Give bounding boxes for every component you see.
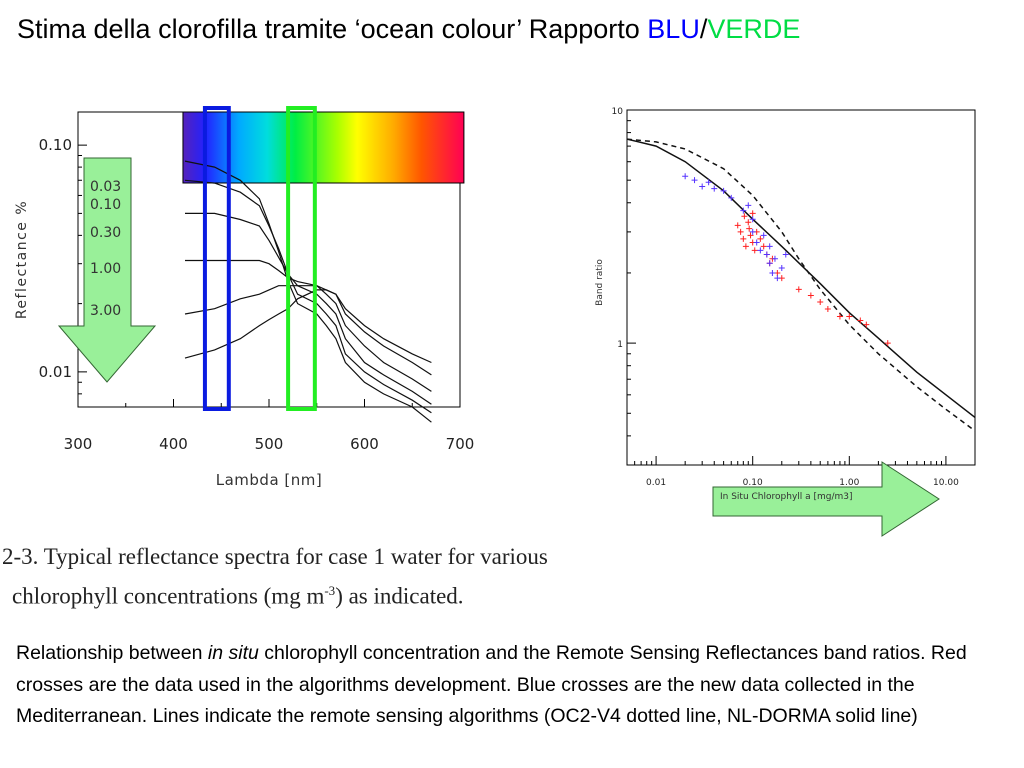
caption-line-2: chlorophyll concentrations (mg m-3) as i… <box>2 574 548 614</box>
data-point-cross <box>757 247 764 254</box>
x-tick-label: 1.00 <box>839 478 859 488</box>
y-axis-label: Band ratio <box>595 259 605 306</box>
x-tick-label: 500 <box>255 435 284 453</box>
data-point-cross <box>742 243 749 250</box>
data-point-cross <box>749 210 756 217</box>
y-tick-label: 10 <box>612 107 624 117</box>
spectrum-curve <box>184 179 432 414</box>
band-ratio-chart: 0.01 0.10 1.00 10.00 10 1 Band ratio In Situ Ch… <box>595 107 976 537</box>
data-point-cross <box>699 183 706 190</box>
reflectance-spectra-chart: 300 400 500 600 700 0.10 0.01 Lambda [nm] Reflec… <box>14 106 475 489</box>
data-point-cross <box>774 275 781 282</box>
slide-title: Stima della clorofilla tramite ‘ocean co… <box>17 14 800 45</box>
data-point-cross <box>807 292 814 299</box>
data-point-cross <box>740 235 747 242</box>
data-point-cross <box>760 243 767 250</box>
spectrum-curve <box>185 259 432 392</box>
x-tick-label: 0.10 <box>743 478 763 488</box>
title-separator: / <box>699 14 708 44</box>
data-point-cross <box>857 317 864 324</box>
caption-line-2-b: ) as indicated. <box>335 583 464 609</box>
data-point-cross <box>782 251 789 258</box>
data-point-cross <box>741 213 748 220</box>
description-part-2: chlorophyll concentration and the Remote… <box>16 642 967 727</box>
concentration-label: 0.30 <box>90 225 121 241</box>
data-point-cross <box>682 173 689 180</box>
concentration-label: 1.00 <box>90 261 121 277</box>
data-point-cross <box>749 216 756 223</box>
data-point-cross <box>705 179 712 186</box>
data-point-cross <box>711 185 718 192</box>
data-point-cross <box>863 321 870 328</box>
data-point-cross <box>728 194 735 201</box>
data-point-cross <box>760 232 767 239</box>
data-point-cross <box>766 260 773 267</box>
plot-frame <box>626 109 976 466</box>
data-point-cross <box>771 255 778 262</box>
x-tick-label: 600 <box>350 435 379 453</box>
data-point-cross <box>769 269 776 276</box>
spectrum-curve <box>184 285 432 376</box>
spectrum-curve <box>184 160 432 423</box>
data-point-cross <box>691 177 698 184</box>
concentration-label: 0.10 <box>90 197 121 213</box>
x-axis-label: Lambda [nm] <box>216 471 323 489</box>
title-green-word: VERDE <box>707 14 801 44</box>
data-point-cross <box>740 207 747 214</box>
x-tick-label: 0.01 <box>646 478 666 488</box>
data-point-cross <box>795 286 802 293</box>
data-point-cross <box>737 228 744 235</box>
data-point-cross <box>745 202 752 209</box>
description-part-1: Relationship between <box>16 642 208 664</box>
data-point-cross <box>817 299 824 306</box>
spectrum-curve <box>184 289 432 364</box>
green-band-box <box>286 106 317 411</box>
data-point-cross <box>846 313 853 320</box>
data-point-cross <box>824 306 831 313</box>
data-point-cross <box>778 264 785 271</box>
figure-caption: 2-3. Typical reflectance spectra for cas… <box>2 540 548 614</box>
caption-line-2-a: chlorophyll concentrations (mg m <box>12 583 325 609</box>
x-tick-label: 700 <box>446 435 475 453</box>
y-tick-label: 0.10 <box>39 136 72 154</box>
description-paragraph: Relationship between in situ chlorophyll… <box>16 638 1016 733</box>
x-tick-label: 10.00 <box>933 478 959 488</box>
x-tick-label: 400 <box>159 435 188 453</box>
x-axis-label: In Situ Chlorophyll a [mg/m3] <box>720 492 853 502</box>
description-italic: in situ <box>207 642 259 664</box>
title-prefix: Stima della clorofilla tramite ‘ocean co… <box>17 14 648 44</box>
title-blue-word: BLU <box>647 14 700 44</box>
data-point-cross <box>734 222 741 229</box>
data-point-cross <box>753 239 760 246</box>
y-axis-label: Reflectance % <box>14 200 30 319</box>
right-arrow-icon <box>712 461 940 537</box>
spectrum-curve <box>185 212 432 405</box>
data-point-cross <box>720 187 727 194</box>
data-point-cross <box>745 219 752 226</box>
x-tick-label: 300 <box>64 435 93 453</box>
concentration-label: 3.00 <box>90 303 121 319</box>
data-point-cross <box>749 228 756 235</box>
data-point-cross <box>751 247 758 254</box>
data-point-cross <box>746 225 753 232</box>
caption-superscript: -3 <box>324 583 336 598</box>
nl-dorma-solid-curve <box>627 138 975 418</box>
data-point-cross <box>884 340 891 347</box>
data-point-cross <box>763 251 770 258</box>
data-point-cross <box>747 232 754 239</box>
data-point-cross <box>766 243 773 250</box>
y-tick-label: 0.01 <box>39 363 72 381</box>
data-point-cross <box>836 313 843 320</box>
blue-band-box <box>202 106 231 411</box>
concentration-label: 0.03 <box>90 179 121 195</box>
data-point-cross <box>757 235 764 242</box>
caption-line-1: 2-3. Typical reflectance spectra for cas… <box>2 544 548 569</box>
y-tick-label: 1 <box>617 340 623 350</box>
down-arrow-icon <box>57 157 157 383</box>
oc2-dashed-curve <box>627 138 975 432</box>
